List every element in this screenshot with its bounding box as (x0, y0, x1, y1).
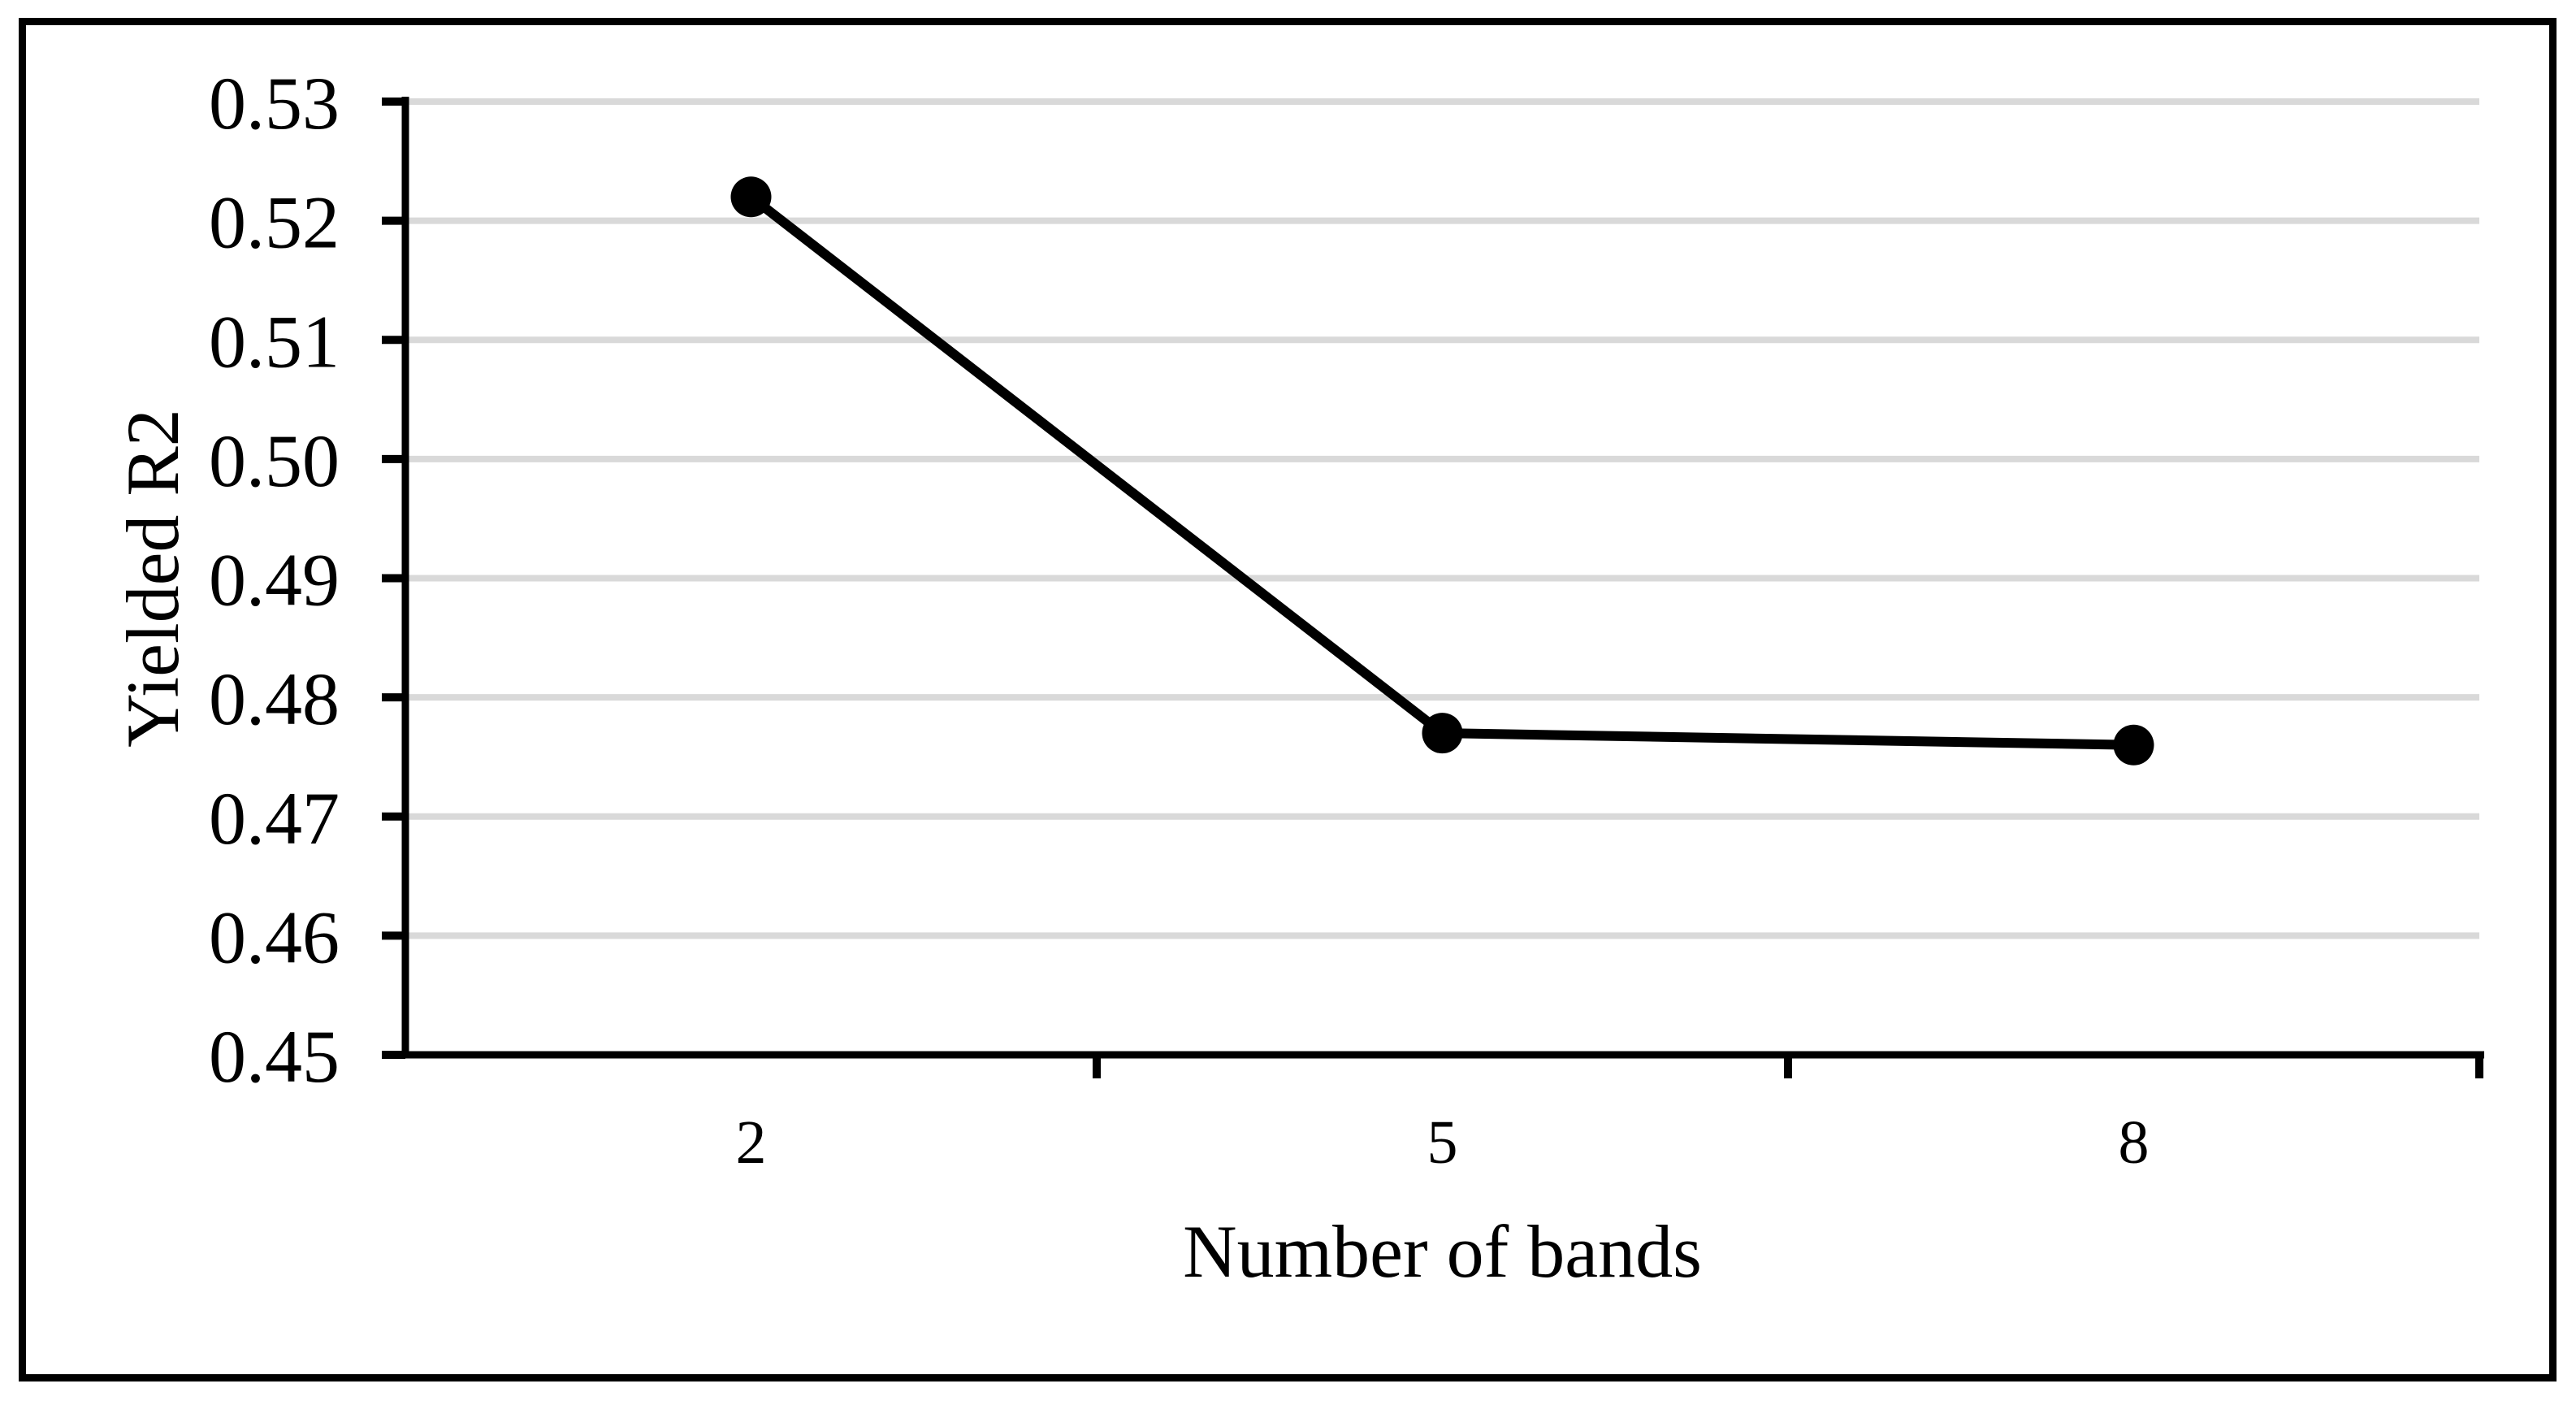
y-tick-label: 0.49 (209, 539, 340, 622)
data-point-marker (730, 176, 772, 218)
x-tick-label: 2 (736, 1108, 767, 1177)
figure-border (19, 18, 2557, 1381)
y-axis-title: Yielded R2 (111, 409, 194, 748)
y-tick-label: 0.51 (209, 300, 340, 383)
data-point-marker (1422, 713, 1463, 754)
y-tick-label: 0.46 (209, 896, 340, 978)
x-tick-label: 5 (1427, 1108, 1458, 1177)
series-line (747, 193, 2134, 750)
x-tick-label: 8 (2119, 1108, 2150, 1177)
y-tick-label: 0.53 (209, 62, 340, 145)
y-tick-label: 0.52 (209, 181, 340, 264)
x-axis-title: Number of bands (1183, 1210, 1702, 1293)
y-tick-label: 0.47 (209, 777, 340, 860)
y-tick-label: 0.50 (209, 419, 340, 502)
data-point-marker (2113, 724, 2154, 766)
y-tick-label: 0.45 (209, 1015, 340, 1098)
y-tick-label: 0.48 (209, 657, 340, 740)
